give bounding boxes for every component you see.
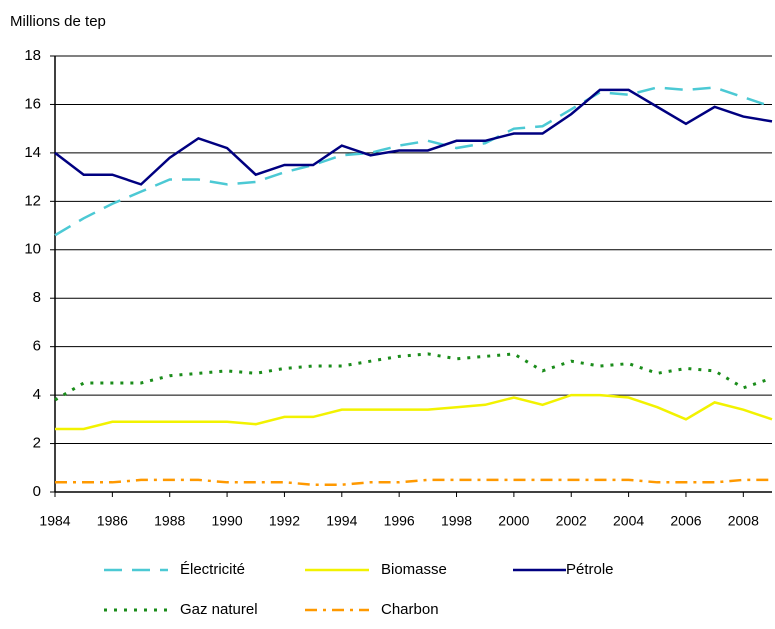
y-tick-label: 14	[24, 144, 41, 161]
legend-label: Pétrole	[566, 561, 614, 578]
legend-label: Électricité	[180, 561, 245, 578]
legend-label: Gaz naturel	[180, 601, 258, 618]
x-tick-label: 2008	[728, 513, 759, 529]
x-tick-label: 1984	[39, 513, 70, 529]
y-tick-label: 6	[33, 338, 41, 355]
y-tick-label: 16	[24, 95, 41, 112]
y-tick-label: 2	[33, 435, 41, 452]
series-line	[55, 478, 772, 486]
x-tick-label: 2006	[670, 513, 701, 529]
x-tick-label: 1988	[154, 513, 185, 529]
legend-label: Biomasse	[381, 561, 447, 578]
x-tick-label: 2004	[613, 513, 644, 529]
x-tick-label: 1994	[326, 513, 357, 529]
x-tick-label: 1998	[441, 513, 472, 529]
x-tick-label: 1992	[269, 513, 300, 529]
y-axis-label: Millions de tep	[10, 13, 106, 30]
series-line	[54, 86, 773, 237]
x-tick-label: 1990	[212, 513, 243, 529]
series-line	[54, 88, 773, 186]
x-tick-label: 1996	[384, 513, 415, 529]
y-tick-label: 18	[24, 47, 41, 64]
x-tick-label: 2000	[498, 513, 529, 529]
y-tick-label: 8	[33, 289, 41, 306]
series-line	[55, 393, 773, 431]
y-tick-label: 0	[33, 483, 41, 500]
x-tick-label: 1986	[97, 513, 128, 529]
y-tick-label: 12	[24, 192, 41, 209]
legend-label: Charbon	[381, 601, 439, 618]
y-tick-label: 4	[33, 386, 41, 403]
series-line	[54, 352, 773, 402]
x-tick-label: 2002	[556, 513, 587, 529]
y-tick-label: 10	[24, 241, 41, 258]
